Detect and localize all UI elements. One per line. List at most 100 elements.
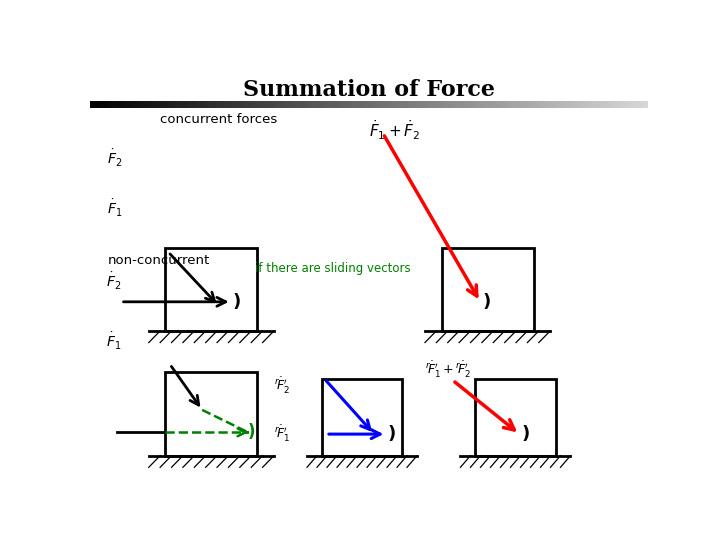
Bar [486, 101, 492, 109]
Bar [441, 101, 447, 109]
Bar [464, 101, 469, 109]
Bar [358, 101, 364, 109]
Bar [307, 101, 313, 109]
Text: ): ) [248, 423, 256, 441]
Text: non-concurrent: non-concurrent [108, 254, 210, 267]
Bar [341, 101, 347, 109]
Bar [246, 101, 252, 109]
Bar [587, 101, 593, 109]
Bar [380, 101, 386, 109]
Bar [526, 101, 531, 109]
Text: $\dot{F}_2$: $\dot{F}_2$ [107, 148, 123, 169]
Bar [124, 101, 129, 109]
Bar [620, 101, 626, 109]
Bar [369, 101, 374, 109]
Bar [469, 101, 475, 109]
Bar [322, 379, 402, 456]
Bar [570, 101, 575, 109]
Bar [174, 101, 179, 109]
Bar [90, 101, 96, 109]
Bar [274, 101, 279, 109]
Text: ): ) [482, 293, 490, 311]
Bar [135, 101, 140, 109]
Bar [531, 101, 536, 109]
Bar [436, 101, 441, 109]
Text: Summation of Force: Summation of Force [243, 79, 495, 102]
Bar [615, 101, 620, 109]
Bar [575, 101, 581, 109]
Bar [453, 101, 458, 109]
Bar [498, 101, 503, 109]
Bar [352, 101, 358, 109]
Bar [475, 379, 556, 456]
Bar [503, 101, 508, 109]
Text: concurrent forces: concurrent forces [160, 113, 277, 126]
Bar [297, 101, 302, 109]
Bar [642, 101, 648, 109]
Bar [441, 248, 534, 331]
Bar [581, 101, 587, 109]
Bar [145, 101, 151, 109]
Bar [207, 101, 213, 109]
Bar [603, 101, 609, 109]
Bar [280, 101, 285, 109]
Text: $\dot{F}_1$: $\dot{F}_1$ [107, 198, 123, 219]
Bar [202, 101, 207, 109]
Bar [397, 101, 402, 109]
Bar [224, 101, 230, 109]
Bar [374, 101, 380, 109]
Bar [593, 101, 598, 109]
Bar [313, 101, 319, 109]
Bar [291, 101, 297, 109]
Text: ${}^r\!\dot{F}_1' + {}^r\!\dot{F}_2'$: ${}^r\!\dot{F}_1' + {}^r\!\dot{F}_2'$ [425, 360, 472, 380]
Text: ): ) [388, 425, 396, 443]
Bar [107, 101, 112, 109]
Bar [492, 101, 498, 109]
Bar [520, 101, 526, 109]
Text: ): ) [521, 425, 529, 443]
Bar [364, 101, 369, 109]
Text: ${}^r\!\dot{F}_1'$: ${}^r\!\dot{F}_1'$ [274, 424, 290, 444]
Bar [185, 101, 191, 109]
Bar [129, 101, 135, 109]
Bar [302, 101, 307, 109]
Bar [559, 101, 564, 109]
Text: ${}^r\!\dot{F}_2'$: ${}^r\!\dot{F}_2'$ [274, 376, 290, 396]
Bar [96, 101, 101, 109]
Bar [218, 101, 224, 109]
Bar [609, 101, 615, 109]
Bar [230, 101, 235, 109]
Bar [168, 101, 174, 109]
Bar [514, 101, 520, 109]
Bar [252, 101, 258, 109]
Text: $\dot{F}_1 + \dot{F}_2$: $\dot{F}_1 + \dot{F}_2$ [369, 119, 420, 143]
Bar [166, 373, 258, 456]
Bar [151, 101, 157, 109]
Text: ): ) [233, 293, 240, 311]
Bar [336, 101, 341, 109]
Bar [547, 101, 553, 109]
Bar [213, 101, 218, 109]
Bar [190, 101, 196, 109]
Bar [140, 101, 145, 109]
Bar [285, 101, 291, 109]
Bar [179, 101, 185, 109]
Bar [459, 101, 464, 109]
Bar [269, 101, 274, 109]
Bar [508, 101, 514, 109]
Bar [163, 101, 168, 109]
Bar [626, 101, 631, 109]
Bar [235, 101, 240, 109]
Bar [447, 101, 453, 109]
Bar [419, 101, 425, 109]
Bar [481, 101, 486, 109]
Bar [413, 101, 419, 109]
Bar [425, 101, 431, 109]
Bar [631, 101, 637, 109]
Text: $\dot{F}_1$: $\dot{F}_1$ [106, 331, 121, 352]
Bar [324, 101, 330, 109]
Bar [263, 101, 269, 109]
Bar [402, 101, 408, 109]
Bar [118, 101, 124, 109]
Bar [431, 101, 436, 109]
